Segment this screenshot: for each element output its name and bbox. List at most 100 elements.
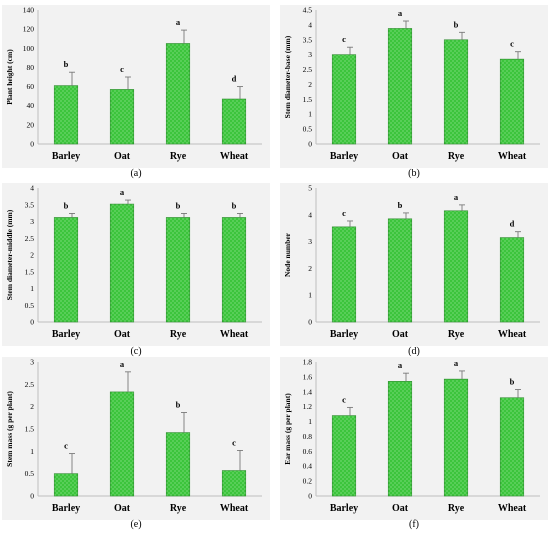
y-tick-label: 4: [308, 20, 312, 29]
significance-letter: b: [176, 399, 181, 409]
significance-letter: b: [64, 200, 69, 210]
bar-wheat: [499, 237, 525, 323]
x-tick-label: Wheat: [220, 329, 249, 340]
bar-barley: [331, 226, 357, 323]
y-tick-label: 140: [23, 6, 35, 15]
y-tick-label: 5: [308, 184, 312, 193]
y-tick-label: 1.4: [303, 387, 313, 396]
x-tick-label: Rye: [170, 151, 187, 162]
bar-wheat: [499, 397, 525, 497]
significance-letter: b: [232, 200, 237, 210]
y-tick-label: 1.6: [303, 372, 313, 381]
bar-oat: [387, 28, 413, 145]
bar-rye: [443, 378, 469, 497]
panel-tag: (c): [130, 346, 141, 357]
x-tick-label: Rye: [448, 329, 465, 340]
x-tick-label: Oat: [114, 151, 131, 162]
y-tick-label: 2: [30, 251, 34, 260]
y-tick-label: 1: [308, 291, 312, 300]
y-tick-label: 2.5: [303, 65, 313, 74]
y-tick-label: 2: [308, 80, 312, 89]
y-tick-label: 0: [308, 318, 312, 327]
y-tick-label: 3: [308, 237, 312, 246]
y-tick-label: 80: [27, 63, 35, 72]
bar-oat: [109, 89, 135, 145]
x-tick-label: Rye: [170, 503, 187, 514]
significance-letter: a: [120, 187, 125, 197]
y-tick-label: 100: [23, 44, 35, 53]
y-axis-label: Stem diameter-base (mm): [283, 35, 292, 118]
significance-letter: c: [342, 34, 346, 44]
x-tick-label: Wheat: [498, 329, 527, 340]
x-tick-label: Barley: [52, 151, 80, 162]
y-tick-label: 3: [30, 217, 34, 226]
y-tick-label: 1: [308, 110, 312, 119]
chart-panel-4: 0 1 2 3 4 5 Node number c Barley b Oat a Rye d Wheat (d…: [280, 183, 548, 357]
x-tick-label: Barley: [52, 329, 80, 340]
y-tick-label: 0: [30, 318, 34, 327]
significance-letter: c: [120, 64, 124, 74]
y-tick-label: 20: [27, 120, 35, 129]
x-tick-label: Barley: [330, 329, 358, 340]
significance-letter: a: [120, 359, 125, 369]
significance-letter: b: [176, 200, 181, 210]
y-tick-label: 4.5: [303, 6, 313, 15]
bar-oat: [109, 203, 135, 323]
bar-rye: [165, 43, 191, 145]
significance-letter: d: [232, 74, 237, 84]
significance-letter: a: [398, 360, 403, 370]
x-tick-label: Barley: [330, 151, 358, 162]
y-tick-label: 1.2: [303, 402, 313, 411]
y-tick-label: 0.4: [303, 462, 313, 471]
bar-barley: [53, 473, 79, 497]
y-tick-label: 0: [308, 140, 312, 149]
y-tick-label: 2.5: [25, 234, 35, 243]
y-tick-label: 0: [308, 492, 312, 501]
y-axis-label: Stem mass (g per plant): [5, 391, 14, 467]
chart-panel-3: 0 0.5 1 1.5 2 2.5 3 3.5 4 Stem diameter-middle (m…: [2, 183, 270, 357]
bar-barley: [331, 54, 357, 145]
significance-letter: c: [342, 394, 346, 404]
significance-letter: a: [454, 358, 459, 368]
x-tick-label: Wheat: [220, 151, 249, 162]
y-axis-label: Stem diameter-middle (mm): [5, 209, 14, 300]
y-tick-label: 1.8: [303, 358, 313, 367]
y-axis-label: Node number: [283, 232, 292, 277]
x-tick-label: Rye: [170, 329, 187, 340]
y-tick-label: 3.5: [303, 35, 313, 44]
y-tick-label: 0.5: [25, 301, 35, 310]
y-tick-label: 3: [30, 358, 34, 367]
significance-letter: b: [398, 200, 403, 210]
x-tick-label: Oat: [114, 329, 131, 340]
x-tick-label: Barley: [330, 503, 358, 514]
bar-rye: [165, 432, 191, 497]
significance-letter: c: [342, 208, 346, 218]
significance-letter: a: [176, 17, 181, 27]
x-tick-label: Wheat: [220, 503, 249, 514]
bar-rye: [165, 217, 191, 323]
significance-letter: c: [64, 441, 68, 451]
x-tick-label: Oat: [392, 503, 409, 514]
panel-tag: (f): [409, 519, 419, 530]
significance-letter: a: [454, 192, 459, 202]
panel-tag: (b): [408, 168, 420, 179]
x-tick-label: Oat: [392, 151, 409, 162]
chart-panel-2: 0 0.5 1 1.5 2 2.5 3 3.5 4 4.5 Stem diameter-base (…: [280, 5, 548, 179]
bar-wheat: [221, 470, 247, 497]
bar-oat: [387, 218, 413, 323]
y-tick-label: 2: [30, 402, 34, 411]
y-tick-label: 3.5: [25, 200, 35, 209]
y-tick-label: 0: [30, 492, 34, 501]
x-tick-label: Barley: [52, 503, 80, 514]
bar-wheat: [221, 98, 247, 145]
y-tick-label: 60: [27, 82, 35, 91]
significance-letter: c: [232, 437, 236, 447]
significance-letter: b: [64, 59, 69, 69]
y-tick-label: 3: [308, 50, 312, 59]
y-tick-label: 120: [23, 25, 35, 34]
chart-panel-1: 0 20 40 60 80 100 120 140 Plant height (cm) b Barl…: [2, 5, 270, 179]
y-tick-label: 4: [30, 184, 34, 193]
y-tick-label: 4: [308, 210, 312, 219]
panel-tag: (d): [408, 346, 420, 357]
